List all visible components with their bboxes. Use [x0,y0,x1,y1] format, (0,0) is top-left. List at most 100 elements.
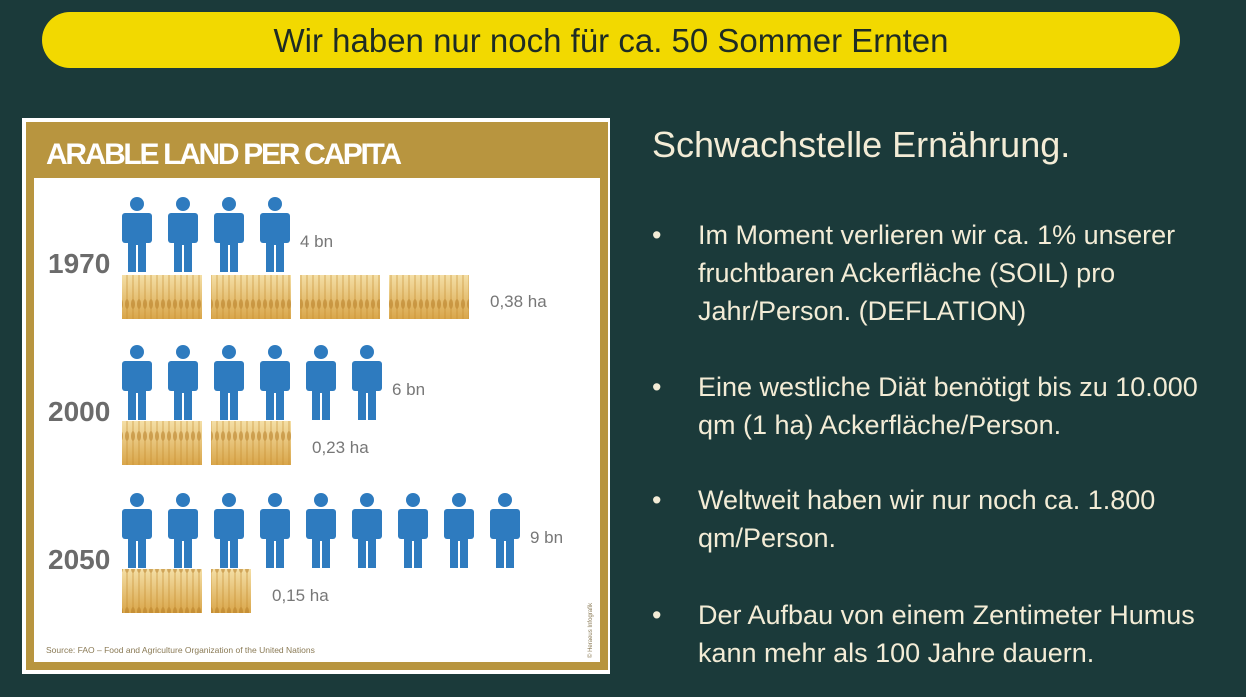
bullet-line: fruchtbaren Ackerfläche (SOIL) pro [698,258,1116,288]
person-head [406,493,420,507]
infographic: ARABLE LAND PER CAPITA 1970 4 bn 0,38 ha 20… [22,118,610,674]
card-header [30,126,604,178]
person-body [168,509,198,539]
person-head [452,493,466,507]
person-head [222,493,236,507]
person-icon [260,345,290,420]
person-body [122,361,152,391]
land-label: 0,38 ha [490,292,547,311]
person-icon [306,345,336,420]
land-label: 0,23 ha [312,438,369,457]
person-head [222,197,236,211]
field-stalks [211,569,251,613]
person-gap [136,393,138,420]
bullet-text: Der Aufbau von einem Zentimeter Humus kan… [698,596,1195,672]
field-stalks [300,275,380,319]
infographic-title: ARABLE LAND PER CAPITA [46,138,402,171]
credit: © Heraeus Infografik [587,602,594,658]
person-gap [504,541,506,568]
person-gap [458,541,460,568]
person-body [260,213,290,243]
person-icon [168,345,198,420]
person-gap [182,245,184,272]
field-stalks [389,275,469,319]
person-body [260,509,290,539]
bullet-dot: • [652,485,662,515]
person-gap [228,393,230,420]
person-head [268,345,282,359]
person-body [352,361,382,391]
person-icon [260,493,290,568]
bullet-line: Im Moment verlieren wir ca. 1% unserer [698,220,1176,250]
bullet-text: Weltweit haben wir nur noch ca. 1.800 qm/… [698,481,1155,557]
bullet-dot: • [652,220,662,250]
person-gap [274,245,276,272]
person-gap [274,541,276,568]
person-body [214,213,244,243]
person-head [314,493,328,507]
person-icon [352,493,382,568]
person-body [122,213,152,243]
person-gap [320,393,322,420]
bullet-line: qm/Person. [698,523,837,553]
person-icon [214,493,244,568]
bullet-line: Weltweit haben wir nur noch ca. 1.800 [698,485,1156,515]
panel-heading: Schwachstelle Ernährung. [652,124,1071,165]
person-body [306,361,336,391]
banner-title: Wir haben nur noch für ca. 50 Sommer Ern… [42,12,1180,68]
person-body [168,361,198,391]
person-icon [168,493,198,568]
person-gap [136,245,138,272]
person-gap [274,393,276,420]
person-head [130,197,144,211]
person-head [360,493,374,507]
person-body [398,509,428,539]
person-gap [366,541,368,568]
year-label: 1970 [48,248,110,279]
person-icon [490,493,520,568]
person-icon [352,345,382,420]
person-head [222,345,236,359]
person-head [360,345,374,359]
person-gap [366,393,368,420]
person-gap [228,245,230,272]
bullet-text: Eine westliche Diät benötigt bis zu 10.0… [698,368,1198,444]
source: Source: FAO – Food and Agriculture Organ… [46,645,315,655]
person-body [306,509,336,539]
bullet-line: Der Aufbau von einem Zentimeter Humus [698,600,1195,630]
person-head [176,493,190,507]
person-body [352,509,382,539]
bullet-line: Eine westliche Diät benötigt bis zu 10.0… [698,372,1198,402]
year-label: 2000 [48,396,110,427]
bullet-line: Jahr/Person. (DEFLATION) [698,296,1027,326]
person-head [498,493,512,507]
year-label: 2050 [48,544,110,575]
person-head [314,345,328,359]
person-icon [214,345,244,420]
field-stalks [122,569,202,613]
person-body [122,509,152,539]
person-head [130,493,144,507]
field-stalks [122,421,202,465]
person-icon [168,197,198,272]
person-gap [136,541,138,568]
field-stalks [211,275,291,319]
person-icon [398,493,428,568]
person-head [176,197,190,211]
field-stalks [211,421,291,465]
bullet-dot: • [652,372,662,402]
land-label: 0,15 ha [272,586,329,605]
person-icon [122,493,152,568]
person-gap [228,541,230,568]
population-label: 4 bn [300,232,333,251]
person-body [444,509,474,539]
person-body [490,509,520,539]
person-head [268,493,282,507]
population-label: 6 bn [392,380,425,399]
person-body [260,361,290,391]
person-icon [122,345,152,420]
person-gap [412,541,414,568]
person-head [130,345,144,359]
person-icon [260,197,290,272]
